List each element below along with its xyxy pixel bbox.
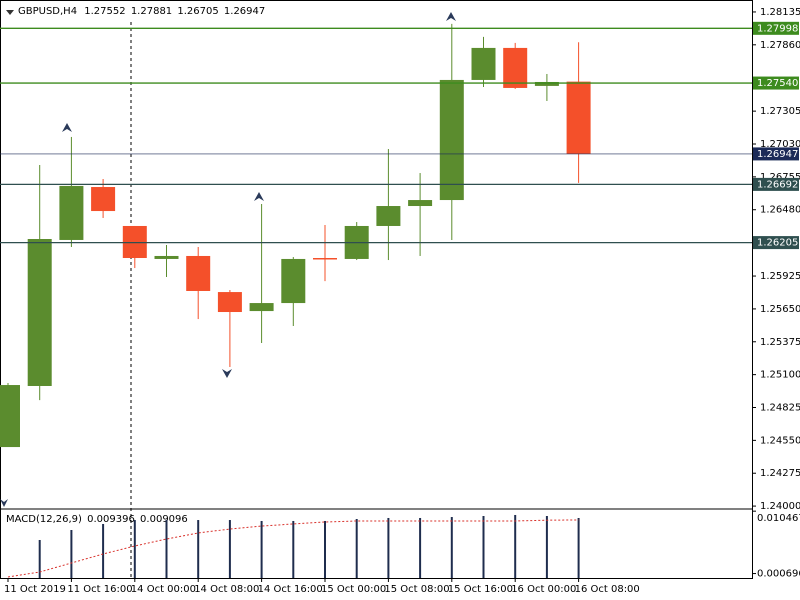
x-tick-label: 14 Oct 00:00 [131, 584, 196, 595]
level-label-box [753, 21, 799, 35]
level-label-box [753, 236, 799, 250]
x-tick-label: 14 Oct 16:00 [258, 584, 323, 595]
candle-body [566, 81, 591, 154]
y-tick-label: 1.24825 [760, 402, 800, 413]
level-label-box [753, 76, 799, 90]
plot-frame [0, 0, 753, 579]
candle-body [439, 79, 464, 201]
y-tick-label: 1.25375 [760, 337, 800, 348]
symbol: GBPUSD,H4 [18, 6, 77, 17]
y-tick-label: 1.28135 [760, 7, 800, 18]
y-tick-label: 1.25100 [760, 370, 800, 381]
candle-body [534, 81, 559, 86]
fractal-arrows [0, 12, 456, 507]
macd-value: 0.009396 [87, 514, 135, 525]
x-tick-label: 16 Oct 00:00 [511, 584, 576, 595]
signal-value: 0.009096 [140, 514, 188, 525]
level-label: 1.27540 [757, 78, 798, 89]
candle-body [154, 255, 179, 259]
y-tick-label: 0.000696 [757, 569, 800, 580]
x-tick-label: 11 Oct 2019 [4, 584, 66, 595]
x-tick-label: 16 Oct 08:00 [575, 584, 640, 595]
x-tick-label: 11 Oct 16:00 [67, 584, 132, 595]
candle-body [91, 187, 116, 212]
macd-header: MACD(12,26,9) 0.009396 0.009096 [6, 514, 188, 525]
y-tick-label: 1.24275 [760, 468, 800, 479]
macd-title: MACD(12,26,9) [6, 514, 82, 525]
candle-body [0, 385, 20, 448]
signal-line [7, 519, 579, 578]
header-triangle [6, 10, 14, 15]
level-label: 1.26947 [757, 149, 798, 160]
y-tick-label: 1.25925 [760, 271, 800, 282]
level-label-box [753, 147, 799, 161]
level-label-box [753, 177, 799, 191]
x-tick-label: 15 Oct 16:00 [448, 584, 513, 595]
candle-body [281, 258, 306, 304]
y-tick-label: 1.26755 [760, 172, 800, 183]
candle-body [471, 47, 496, 80]
candle-body [59, 185, 84, 240]
candle-body [313, 258, 337, 260]
high-value: 1.27881 [131, 6, 172, 17]
candle-body [376, 206, 401, 226]
candle-body [186, 255, 211, 291]
y-tick-label: 1.27860 [760, 40, 800, 51]
x-tick-label: 15 Oct 00:00 [321, 584, 386, 595]
level-label: 1.26205 [757, 238, 798, 249]
candle-body [27, 239, 52, 386]
y-tick-label: 1.27030 [760, 139, 800, 150]
level-label: 1.26692 [757, 179, 798, 190]
header: GBPUSD,H4 1.27552 1.27881 1.26705 1.2694… [18, 6, 265, 17]
fractal-up [62, 123, 72, 132]
fractal-up [446, 12, 456, 21]
x-tick-label: 15 Oct 08:00 [384, 584, 449, 595]
y-tick-label: 1.24550 [760, 435, 800, 446]
low-value: 1.26705 [177, 6, 218, 17]
y-tick-label: 1.27305 [760, 106, 800, 117]
candle-body [217, 292, 242, 313]
y-tick-label: 1.26480 [760, 205, 800, 216]
candle-body [503, 47, 528, 88]
open-value: 1.27552 [84, 6, 125, 17]
candle-body [408, 200, 433, 207]
y-tick-label: 0.010467 [757, 513, 800, 524]
fractal-down [222, 369, 232, 378]
close-value: 1.26947 [224, 6, 265, 17]
level-label: 1.27998 [757, 23, 798, 34]
y-tick-label: 1.25650 [760, 304, 800, 315]
fractal-up [254, 192, 264, 201]
candle-body [249, 303, 274, 312]
x-tick-label: 14 Oct 08:00 [194, 584, 259, 595]
y-tick-label: 1.24000 [760, 501, 800, 512]
fractal-down [0, 499, 8, 507]
